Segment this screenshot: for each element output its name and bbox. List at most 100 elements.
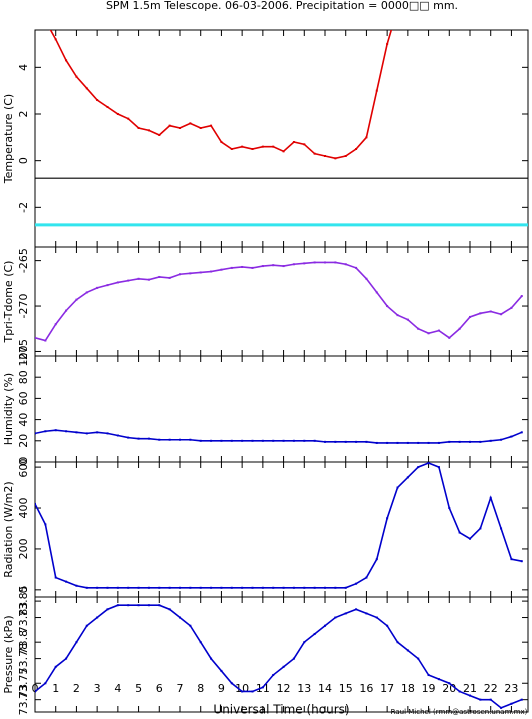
data-point [324, 155, 326, 157]
data-point [510, 306, 513, 309]
data-point [85, 624, 88, 627]
data-point [272, 439, 275, 442]
data-point [469, 315, 471, 318]
data-point [520, 431, 523, 434]
data-point [272, 586, 275, 589]
data-point [241, 690, 244, 693]
data-point [448, 507, 451, 510]
data-point [292, 586, 295, 589]
data-point [386, 517, 389, 520]
y-tick-label: 400 [17, 498, 30, 519]
data-point [127, 604, 130, 607]
data-point [406, 318, 409, 321]
data-point [35, 432, 36, 435]
data-point [199, 127, 202, 129]
data-point [106, 608, 109, 611]
plot-frame [34, 596, 529, 713]
data-point [35, 502, 36, 505]
chart-title: SPM 1.5m Telescope. 06-03-2006. Precipit… [106, 0, 458, 12]
x-tick-label: 6 [156, 682, 163, 695]
data-point [220, 268, 223, 271]
data-point [230, 682, 233, 685]
y-tick-label: 200 [17, 538, 30, 559]
data-point [127, 279, 130, 282]
data-point [261, 265, 264, 268]
data-point [448, 336, 451, 339]
data-point [199, 586, 202, 589]
data-point [324, 440, 326, 443]
data-point [303, 143, 306, 146]
data-point [241, 265, 244, 268]
plot-frame [34, 246, 529, 357]
data-point [116, 586, 119, 589]
data-point [137, 604, 140, 607]
x-tick-label: 9 [218, 682, 225, 695]
data-point [230, 586, 233, 589]
data-point [458, 690, 461, 693]
data-point [334, 261, 337, 264]
data-point [199, 641, 202, 644]
x-tick-label: 8 [197, 682, 204, 695]
data-point [313, 439, 316, 442]
data-point [179, 586, 181, 589]
data-point [116, 434, 119, 437]
data-point [179, 616, 181, 619]
data-point [365, 440, 368, 443]
series-group [35, 429, 523, 444]
y-tick-label: 73.83 [17, 602, 30, 634]
data-point [458, 440, 461, 443]
data-point [85, 291, 88, 294]
y-tick-label: 80 [17, 370, 30, 384]
y-tick-label: 4 [17, 64, 30, 71]
data-point [344, 263, 347, 266]
x-tick-label: 11 [256, 682, 270, 695]
data-point [396, 314, 399, 317]
data-point [334, 440, 337, 443]
y-tick-label: 20 [17, 434, 30, 448]
data-point [500, 438, 503, 441]
data-point [520, 698, 523, 701]
data-point [168, 124, 171, 127]
data-point [479, 527, 482, 530]
data-point [417, 657, 420, 660]
data-point [386, 624, 389, 627]
x-tick-label: 17 [380, 682, 394, 695]
data-point [116, 113, 119, 115]
series-line [35, 462, 522, 589]
data-point [96, 431, 99, 434]
y-tick-label: -270 [17, 294, 30, 319]
data-point [75, 431, 78, 434]
series-group [35, 462, 523, 589]
series-line [49, 30, 393, 160]
data-point [272, 145, 275, 148]
data-point [251, 690, 254, 693]
data-point [241, 586, 244, 589]
data-point [261, 686, 264, 689]
data-point [365, 136, 368, 139]
x-tick-label: 1 [52, 682, 59, 695]
data-point [344, 586, 347, 589]
data-point [168, 276, 171, 279]
x-tick-label: 5 [135, 682, 142, 695]
data-point [106, 106, 109, 108]
data-point [365, 277, 368, 280]
data-point [334, 586, 337, 589]
data-point [396, 441, 399, 444]
data-point [158, 604, 161, 607]
data-point [406, 649, 409, 652]
data-point [137, 127, 140, 129]
y-tick-label: 40 [17, 413, 30, 427]
data-point [355, 266, 358, 269]
data-point [116, 281, 119, 284]
data-point [355, 582, 358, 585]
data-point [210, 657, 213, 660]
data-point [179, 273, 181, 276]
data-point [199, 271, 202, 274]
data-point [489, 439, 492, 442]
data-point [437, 466, 440, 469]
data-point [272, 264, 275, 267]
data-point [303, 641, 306, 644]
x-tick-label: 18 [401, 682, 415, 695]
data-point [54, 665, 57, 668]
data-point [375, 558, 378, 561]
